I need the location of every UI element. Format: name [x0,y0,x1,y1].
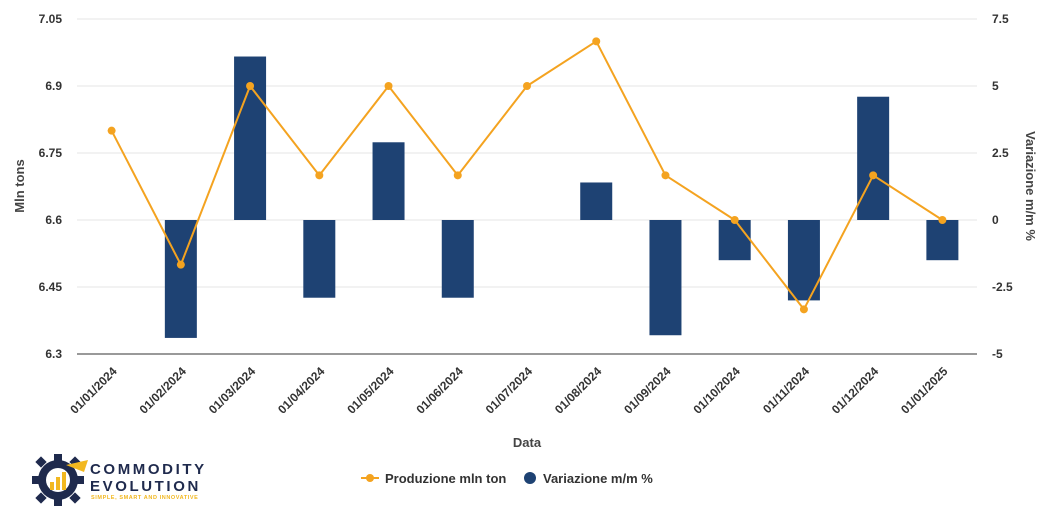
y-right-tick-label: 2.5 [992,146,1009,160]
legend-circle-marker [524,472,536,484]
legend: Produzione mln ton Variazione m/m % [361,471,653,486]
bar [649,220,682,336]
data-point [730,216,739,224]
logo-line-2: EVOLUTION [90,478,201,495]
y-right-tick-label: -5 [992,347,1003,361]
data-point [246,82,255,90]
logo-line-1: COMMODITY [90,461,207,478]
x-tick-label: 01/07/2024 [483,364,536,417]
y-left-tick-label: 6.9 [45,79,62,93]
data-point [592,37,601,46]
x-tick-label: 01/12/2024 [829,364,882,417]
data-point [938,216,947,224]
data-point [315,171,324,180]
commodity-evolution-logo: COMMODITY EVOLUTION SIMPLE, SMART AND IN… [32,454,207,506]
x-tick-label: 01/09/2024 [621,364,674,417]
y-right-tick-label: 5 [992,79,999,93]
logo-tagline: SIMPLE, SMART AND INNOVATIVE [91,495,198,501]
y-left-tick-label: 6.6 [45,213,62,227]
y-right-tick-label: -2.5 [992,280,1013,294]
data-point [453,171,462,180]
data-point [384,82,393,90]
x-tick-label: 01/06/2024 [414,364,467,417]
bar [580,182,613,220]
x-tick-label: 01/08/2024 [552,364,605,417]
y-left-tick-label: 7.05 [39,12,63,26]
bar [441,220,474,298]
bar [926,220,959,261]
x-tick-label: 01/11/2024 [760,364,812,416]
x-tick-label: 01/01/2024 [67,364,120,417]
legend-label-variazione: Variazione m/m % [543,471,653,486]
data-point [523,82,531,90]
x-tick-label: 01/03/2024 [206,364,259,417]
y-axis-left-title: Mln tons [12,159,27,212]
bar [718,220,751,261]
y-left-tick-label: 6.75 [39,146,63,160]
y-axis-right-title: Variazione m/m % [1023,131,1038,241]
x-tick-label: 01/02/2024 [137,364,190,417]
data-point [661,171,670,180]
x-axis-ticks: 01/01/2024 01/02/2024 01/03/2024 01/04/2024… [67,364,950,417]
x-tick-label: 01/10/2024 [690,364,743,417]
data-point [176,260,185,269]
bar [303,220,336,298]
data-point [107,126,116,135]
data-point [869,171,878,180]
x-tick-label: 01/05/2024 [344,364,397,417]
left-axis-ticks: 6.3 6.45 6.6 6.75 6.9 7.05 [39,12,63,361]
legend-item-variazione[interactable]: Variazione m/m % [524,471,653,486]
gear-chart-logo-icon [32,454,88,506]
y-left-tick-label: 6.45 [39,280,63,294]
x-tick-label: 01/04/2024 [275,364,328,417]
x-tick-label: 01/01/2025 [898,364,951,417]
y-right-tick-label: 7.5 [992,12,1009,26]
right-axis-ticks: -5 -2.5 0 2.5 5 7.5 [992,12,1013,361]
legend-label-produzione: Produzione mln ton [385,471,506,486]
bar-series-variazione [164,56,959,338]
bar [372,142,405,220]
y-right-tick-label: 0 [992,213,999,227]
y-left-tick-label: 6.3 [45,347,62,361]
data-point [799,305,808,314]
x-axis-title: Data [513,435,542,450]
line-series-produzione [107,37,947,314]
legend-dot-marker [366,474,374,482]
bar [234,56,267,220]
bar [857,96,890,220]
legend-item-produzione[interactable]: Produzione mln ton [361,471,506,486]
